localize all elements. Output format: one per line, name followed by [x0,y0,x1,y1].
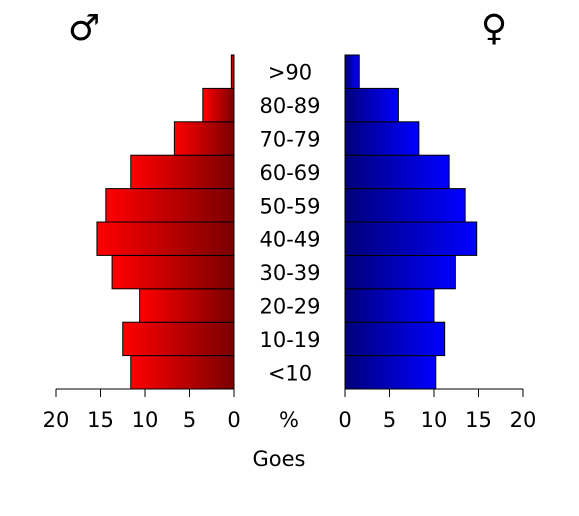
bar [344,87,399,123]
bar [230,54,235,89]
category-label: 60-69 [259,161,320,185]
unit-label: % [279,408,299,432]
category-label: 40-49 [259,228,320,252]
bar [344,355,437,390]
x-tick-label: 15 [87,408,114,432]
bar [105,188,235,223]
category-label: >90 [268,61,312,85]
category-label: 80-89 [259,94,320,118]
x-tick-label: 10 [421,408,448,432]
bar [130,154,235,190]
category-label: <10 [268,361,312,385]
bar [111,254,235,290]
bar [344,221,478,256]
bar [344,321,446,357]
x-tick-label: 5 [383,408,396,432]
category-label: 10-19 [259,328,320,352]
x-tick-label: 0 [338,408,351,432]
x-tick-label: 20 [510,408,537,432]
bar [130,355,235,390]
legend-symbol: ♀ [481,8,507,49]
bar [344,188,466,223]
category-label: 20-29 [259,295,320,319]
x-tick-label: 5 [183,408,196,432]
x-tick-label: 15 [465,408,492,432]
bar [173,121,235,156]
bar [344,254,456,290]
bar [122,321,235,357]
bar [344,54,360,89]
bar [139,288,235,323]
bar [344,121,420,156]
category-label: 70-79 [259,128,320,152]
bar [202,87,235,123]
x-tick-label: 0 [227,408,240,432]
category-label: 30-39 [259,261,320,285]
x-axis-label: Goes [253,447,306,471]
x-tick-label: 10 [132,408,159,432]
bar [344,154,450,190]
bar [96,221,235,256]
bar [344,288,435,323]
x-tick-label: 20 [43,408,70,432]
legend-symbol: ♂ [68,8,100,49]
category-label: 50-59 [259,194,320,218]
